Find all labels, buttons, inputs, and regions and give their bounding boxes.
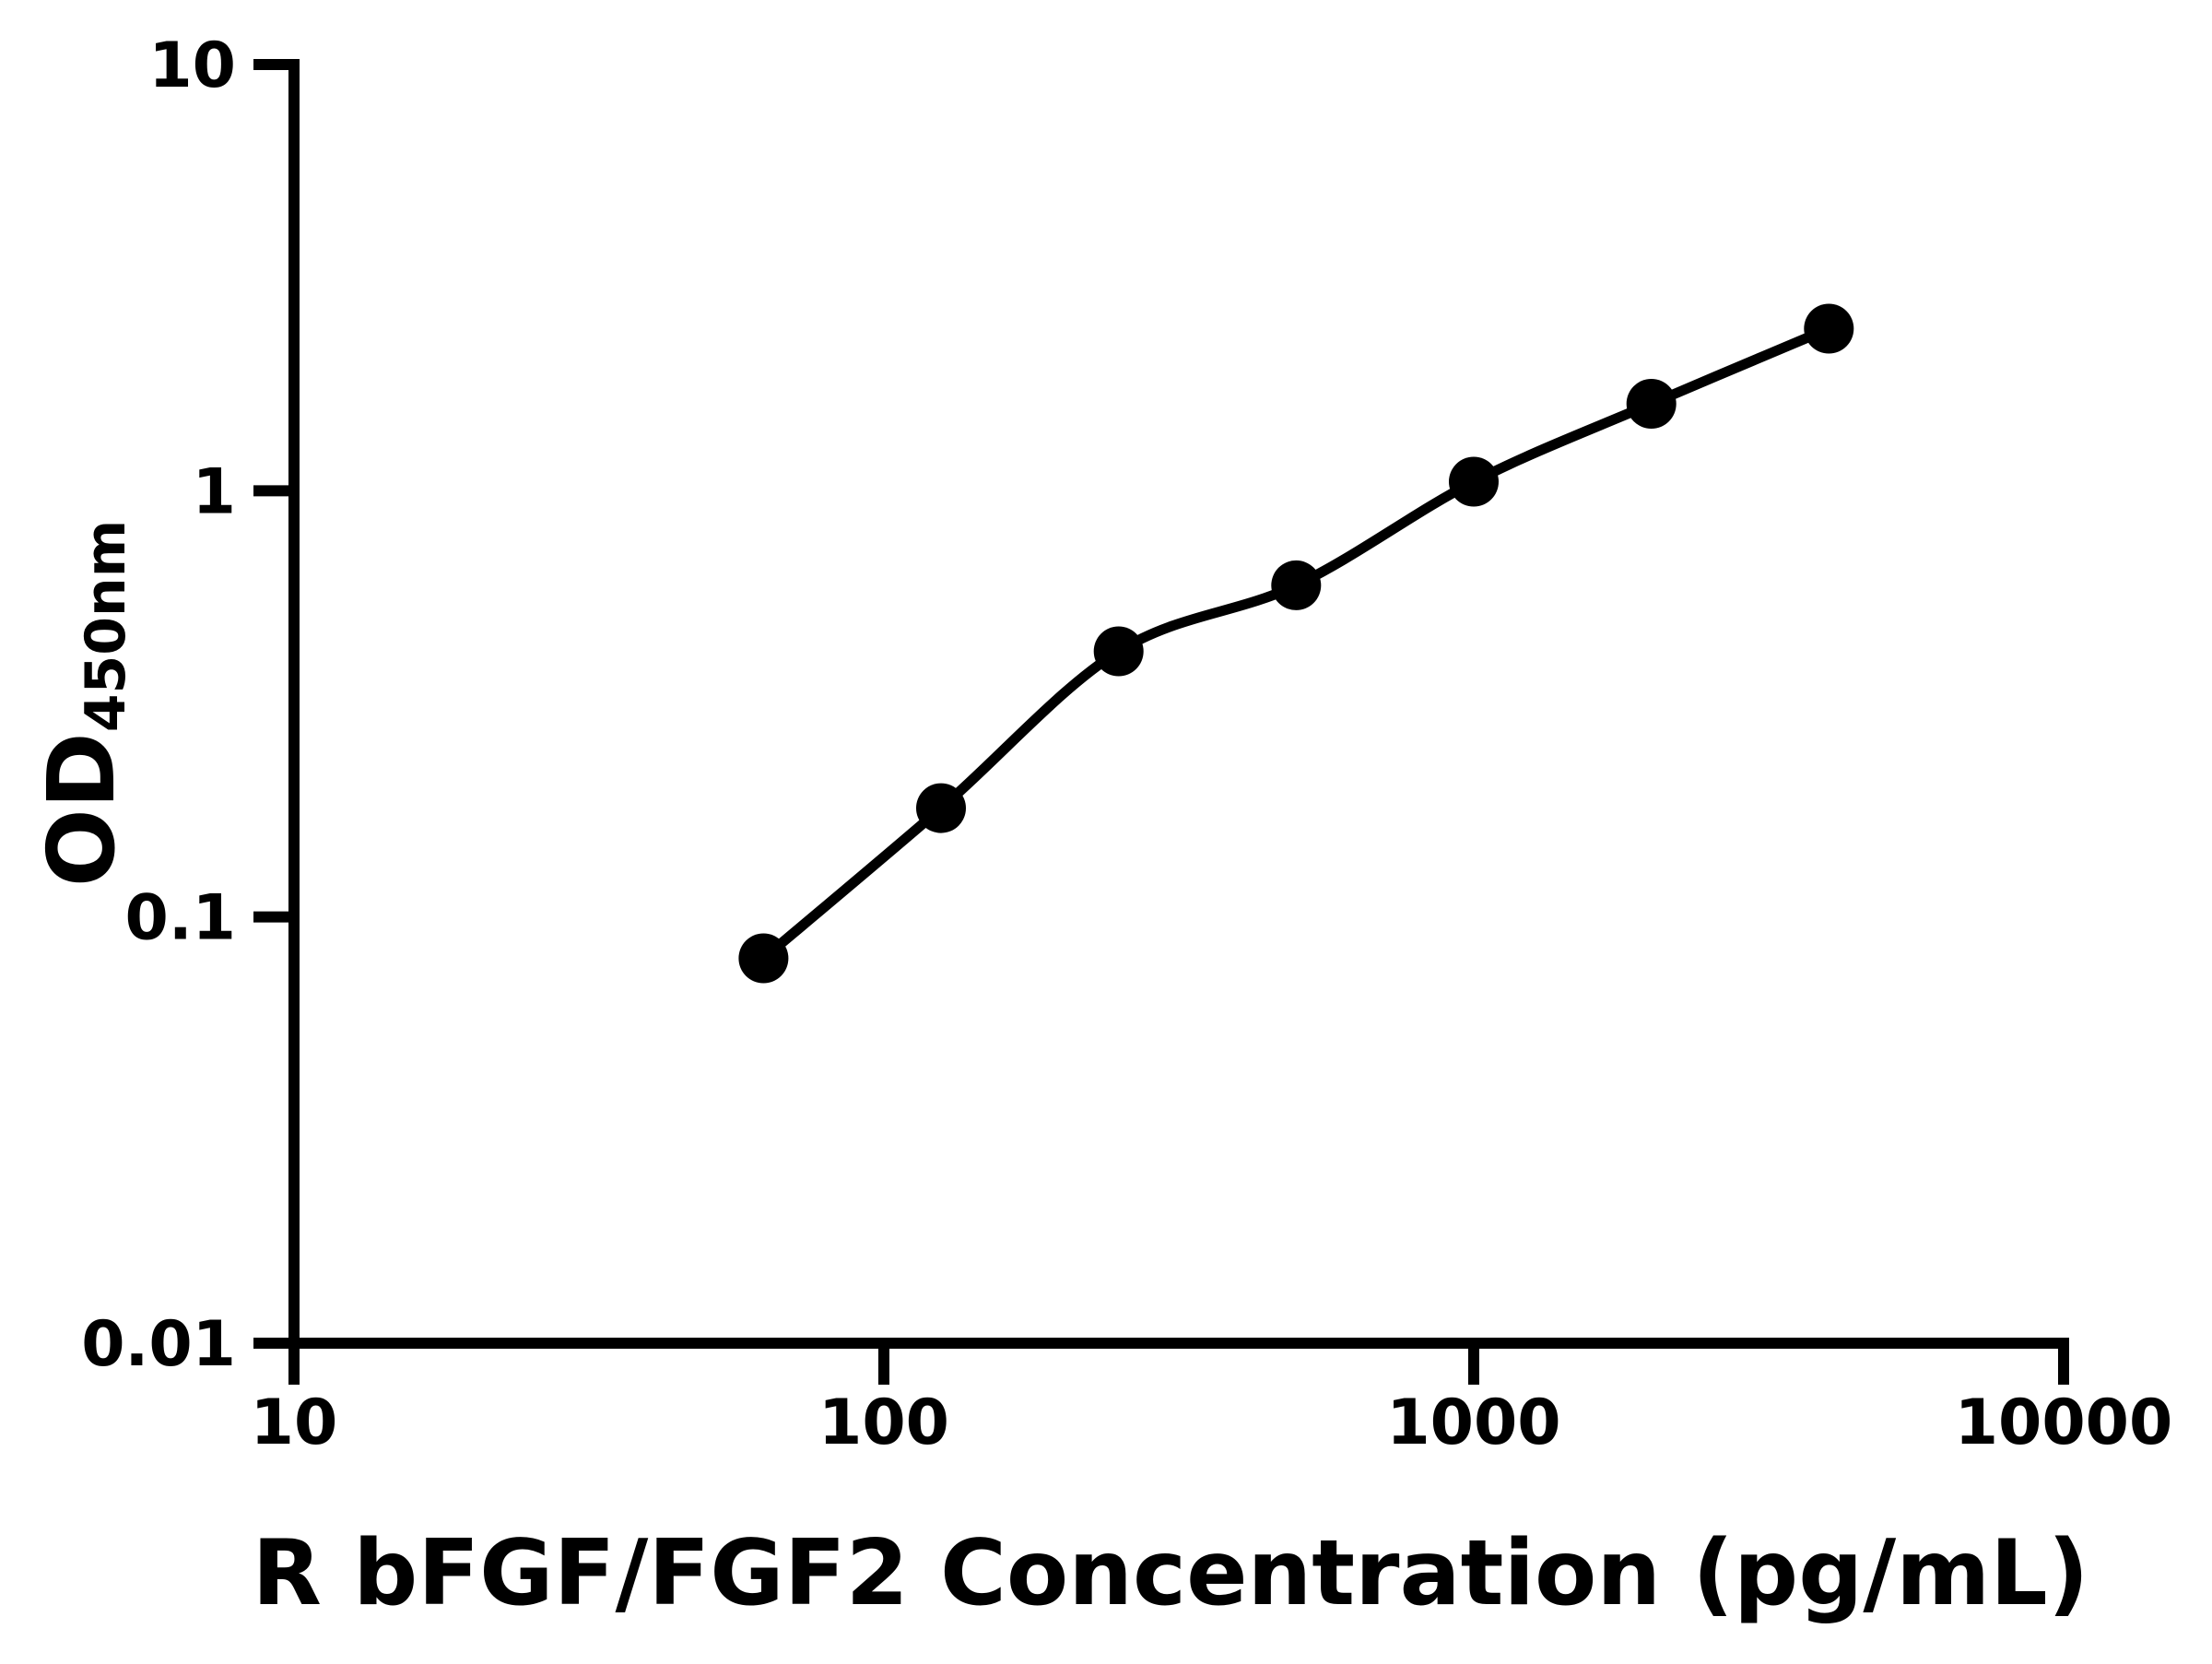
data-point-marker [1804, 303, 1854, 354]
x-axis-ticks [288, 1343, 2069, 1385]
data-points [738, 303, 1854, 984]
data-point-marker [1449, 456, 1499, 507]
data-point-marker [916, 783, 966, 833]
y-axis-title-main: OD [28, 732, 135, 887]
data-point-marker [1093, 626, 1144, 677]
x-axis-tick-labels: 10 100 1000 10000 [251, 1387, 2173, 1459]
y-tick-label: 1 [193, 455, 236, 528]
y-axis-ticks [253, 59, 294, 1349]
data-point-marker [738, 933, 789, 984]
data-point-marker [1271, 560, 1322, 610]
x-tick-label: 10 [251, 1387, 338, 1459]
y-tick-label: 0.1 [125, 882, 236, 955]
x-axis-title: R bFGF/FGF2 Concentration (pg/mL) [252, 1521, 2088, 1626]
y-axis-title-subscript: 450nm [74, 520, 138, 732]
x-tick-label: 100 [818, 1387, 949, 1459]
standard-curve-line [759, 324, 1831, 962]
y-tick-label: 0.01 [81, 1308, 236, 1381]
y-axis-tick-labels: 10 1 0.1 0.01 [81, 30, 236, 1381]
x-tick-label: 10000 [1955, 1387, 2173, 1459]
x-tick-label: 1000 [1386, 1387, 1560, 1459]
data-point-marker [1626, 379, 1677, 429]
y-axis-title: OD450nm [28, 520, 138, 888]
y-tick-label: 10 [148, 30, 236, 102]
